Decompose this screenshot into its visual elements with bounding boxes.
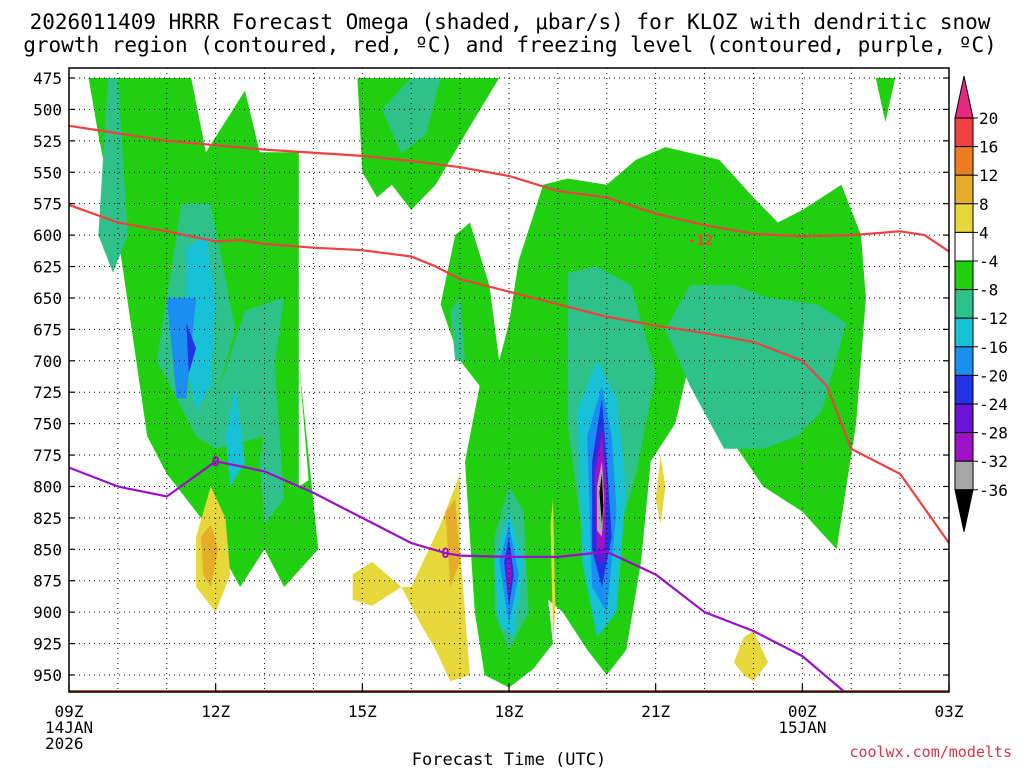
colorbar-label: 12 (979, 166, 998, 185)
x-axis-label: Forecast Time (UTC) (412, 750, 606, 768)
chart-title-line2: growth region (contoured, red, ºC) and f… (23, 33, 997, 57)
colorbar-band (954, 231, 974, 262)
y-tick-label: 775 (33, 446, 62, 465)
omega-region (440, 147, 866, 688)
y-tick-label: 900 (33, 603, 62, 622)
colorbar-band (954, 117, 974, 148)
omega-region (98, 78, 128, 273)
colorbar-label: -8 (979, 281, 998, 300)
y-tick-label: 875 (33, 572, 62, 591)
omega-region (733, 631, 769, 682)
omega-region (445, 499, 461, 587)
y-tick-label: 625 (33, 258, 62, 277)
colorbar-band (954, 203, 974, 233)
contour-labels: -12 0 0 (211, 233, 713, 562)
isotherm-line (69, 203, 949, 544)
colorbar-label: -20 (979, 366, 1008, 385)
omega-region (186, 235, 216, 412)
colorbar-label: -36 (979, 481, 1008, 500)
omega-region (259, 360, 285, 525)
omega-shaded-regions (88, 78, 896, 688)
y-tick-label: 725 (33, 383, 62, 402)
omega-region (655, 455, 666, 525)
colorbar-label: 4 (979, 223, 989, 242)
y-tick-label: 800 (33, 477, 62, 496)
omega-region (225, 385, 245, 487)
colorbar-label: -16 (979, 338, 1008, 357)
colorbar-label: -12 (979, 309, 1008, 328)
colorbar-label: -28 (979, 424, 1008, 443)
omega-region (201, 524, 219, 587)
omega-region (166, 297, 197, 399)
grid-lines (69, 68, 949, 692)
colorbar-band (954, 403, 974, 434)
colorbar-band (954, 260, 974, 291)
omega-region (599, 473, 604, 525)
colorbar-label: 20 (979, 109, 998, 128)
omega-region (186, 323, 197, 374)
colorbar-band (954, 374, 974, 405)
y-axis: 475 500 525 550 575 600 625 650 675 700 725 750 775 8… (33, 69, 949, 685)
dendritic-growth-contours (69, 124, 949, 544)
x-tick-label: 14JAN (45, 718, 93, 737)
x-tick-label: 18Z (495, 702, 524, 721)
x-tick-label: 15Z (348, 702, 377, 721)
freezing-level-label: 0 (441, 546, 449, 562)
y-tick-label: 600 (33, 226, 62, 245)
y-tick-label: 950 (33, 666, 62, 685)
colorbar-band (954, 289, 974, 319)
y-tick-label: 500 (33, 100, 62, 119)
colorbar-top-arrow (954, 75, 974, 119)
colorbar-label: 16 (979, 138, 998, 157)
isotherm-line (69, 124, 949, 253)
y-tick-label: 925 (33, 635, 62, 654)
omega-region (875, 78, 896, 122)
x-tick-label: 15JAN (778, 718, 826, 737)
y-tick-label: 750 (33, 415, 62, 434)
y-tick-label: 650 (33, 289, 62, 308)
x-tick-label: 2026 (45, 734, 84, 753)
isotherm-label: -12 (688, 233, 713, 249)
y-tick-label: 850 (33, 540, 62, 559)
colorbar-band (954, 432, 974, 462)
freezing-level-label: 0 (211, 454, 219, 470)
x-tick-label: 00Z (788, 702, 817, 721)
freezing-level-contour (69, 460, 847, 692)
omega-region (352, 473, 470, 682)
freezing-level-line (69, 460, 847, 692)
credit-link[interactable]: coolwx.com/modelts (849, 743, 1012, 761)
colorbar-label: 8 (979, 195, 989, 214)
colorbar-label: -24 (979, 395, 1008, 414)
colorbar-label: -4 (979, 252, 998, 271)
omega-region (450, 297, 465, 361)
colorbar-label: -32 (979, 452, 1008, 471)
x-tick-label: 21Z (641, 702, 670, 721)
y-tick-label: 525 (33, 132, 62, 151)
omega-region (665, 285, 847, 449)
colorbar-bottom-arrow (954, 489, 974, 532)
colorbar-band (954, 317, 974, 348)
colorbar-band (954, 346, 974, 376)
y-tick-label: 475 (33, 69, 62, 88)
x-tick-label: 03Z (935, 702, 964, 721)
colorbar-band (954, 174, 974, 205)
y-tick-label: 700 (33, 352, 62, 371)
colorbar-band (954, 460, 974, 491)
omega-region (381, 78, 441, 154)
omega-region (506, 549, 512, 600)
chart-title-line1: 2026011409 HRRR Forecast Omega (shaded, … (30, 10, 991, 34)
x-tick-label: 12Z (201, 702, 230, 721)
y-tick-label: 675 (33, 320, 62, 339)
y-tick-label: 575 (33, 195, 62, 214)
y-tick-label: 550 (33, 163, 62, 182)
x-tick-label: 09Z (55, 702, 84, 721)
colorbar-legend: 20 16 12 8 4 -4 -8 -12 -16 -20 -24 -28 -32 -36 (954, 75, 1008, 532)
colorbar-band (954, 146, 974, 176)
y-tick-label: 825 (33, 509, 62, 528)
omega-region (550, 499, 556, 638)
